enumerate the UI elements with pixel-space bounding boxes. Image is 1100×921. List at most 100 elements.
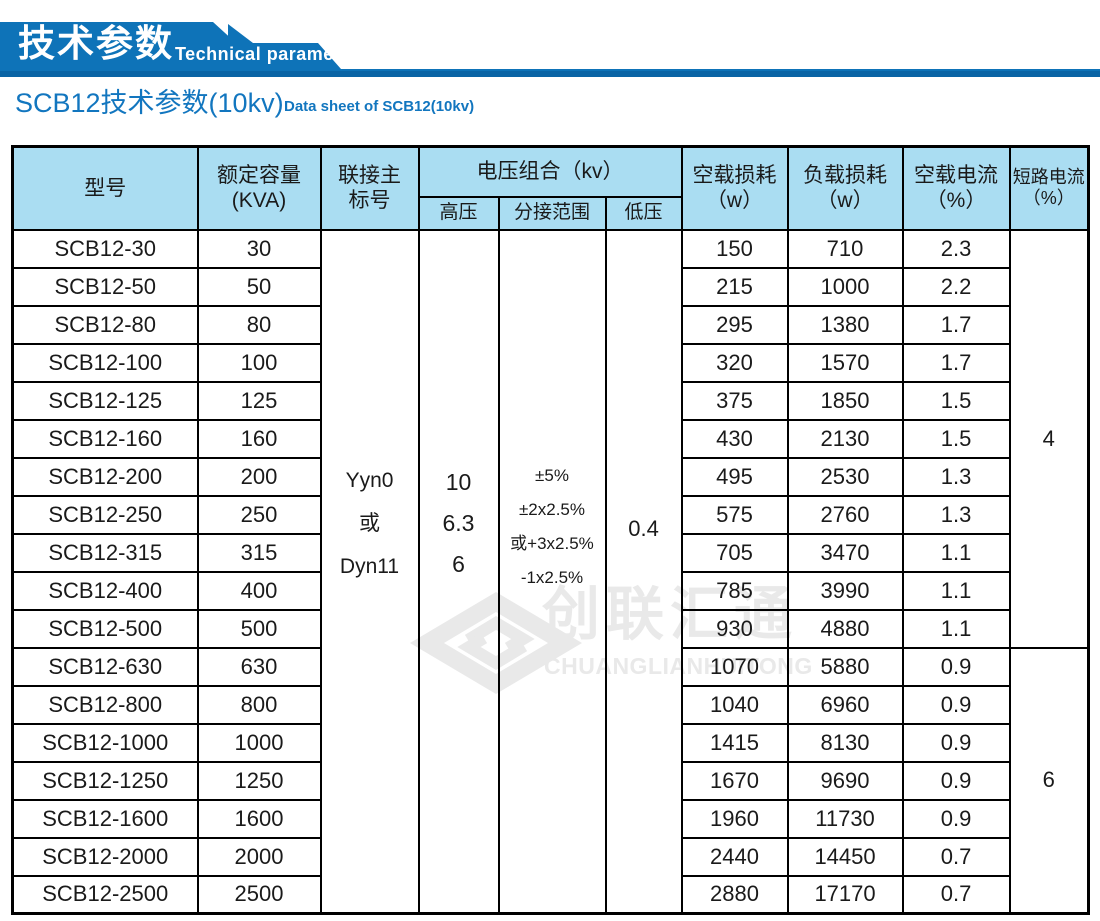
col-header-noload-current-label: 空载电流 — [914, 164, 999, 188]
cell-lv-merged: 0.4 — [604, 228, 683, 915]
cell-noload-loss: 1670 — [680, 760, 789, 801]
cell-noload-current: 1.5 — [901, 380, 1011, 421]
col-header-lv: 低压 — [604, 195, 683, 231]
cell-load-loss: 3990 — [786, 570, 904, 611]
cell-load-loss: 710 — [786, 228, 904, 269]
cell-lv-merged-line: 0.4 — [628, 516, 659, 542]
page-title: SCB12技术参数(10kv) — [15, 88, 284, 118]
table-row: SCB12-30 30 Yyn0 或 Dyn11 10 6.3 6 ±5% ±2x2.5% 或+3x… — [11, 228, 1090, 915]
cell-noload-current: 1.1 — [901, 570, 1011, 611]
cell-load-loss: 5880 — [786, 646, 904, 687]
cell-model: SCB12-30 — [11, 228, 199, 269]
col-header-model-label: 型号 — [84, 176, 127, 200]
cell-load-loss: 14450 — [786, 836, 904, 877]
cell-model: SCB12-500 — [11, 608, 199, 649]
cell-capacity: 1600 — [196, 798, 322, 839]
cell-capacity: 500 — [196, 608, 322, 649]
col-header-noload-current-unit: （%） — [925, 189, 987, 213]
cell-short-circuit-merged: 6 — [1008, 646, 1090, 915]
cell-capacity: 800 — [196, 684, 322, 725]
cell-capacity: 2000 — [196, 836, 322, 877]
table-row: SCB12-160 160 430 2130 1.5 — [11, 418, 1089, 459]
cell-model: SCB12-2500 — [11, 874, 199, 915]
cell-model: SCB12-1600 — [11, 798, 199, 839]
cell-noload-current: 1.1 — [901, 532, 1011, 573]
cell-capacity: 50 — [196, 266, 322, 307]
cell-noload-loss: 2880 — [680, 874, 789, 915]
col-header-noload-loss: 空载损耗 （w） — [680, 145, 789, 231]
table-row: SCB12-800 800 1040 6960 0.9 — [11, 684, 1089, 725]
cell-noload-current: 1.3 — [901, 494, 1011, 535]
col-header-noload-loss-unit: （w） — [705, 189, 764, 213]
cell-noload-loss: 150 — [680, 228, 789, 269]
col-header-hv-label: 高压 — [439, 201, 478, 223]
cell-load-loss: 4880 — [786, 608, 904, 649]
cell-noload-loss: 575 — [680, 494, 789, 535]
table-row: SCB12-1600 1600 1960 11730 0.9 — [11, 798, 1089, 839]
cell-noload-loss: 705 — [680, 532, 789, 573]
col-header-model: 型号 — [11, 145, 199, 231]
cell-capacity: 315 — [196, 532, 322, 573]
col-header-short-circuit-label: 短路电流 — [1012, 166, 1085, 187]
cell-noload-current: 1.7 — [901, 304, 1011, 345]
cell-model: SCB12-160 — [11, 418, 199, 459]
cell-load-loss: 2760 — [786, 494, 904, 535]
cell-noload-loss: 2440 — [680, 836, 789, 877]
cell-capacity: 1000 — [196, 722, 322, 763]
cell-noload-loss: 320 — [680, 342, 789, 383]
cell-model: SCB12-800 — [11, 684, 199, 725]
cell-load-loss: 3470 — [786, 532, 904, 573]
table-row: SCB12-2000 2000 2440 14450 0.7 — [11, 836, 1089, 877]
cell-noload-loss: 1070 — [680, 646, 789, 687]
col-header-capacity-unit: (KVA) — [231, 189, 287, 213]
cell-capacity: 30 — [196, 228, 322, 269]
cell-tap-range-merged-line: 或+3x2.5% — [510, 534, 594, 554]
cell-load-loss: 6960 — [786, 684, 904, 725]
table-row: SCB12-1250 1250 1670 9690 0.9 — [11, 760, 1089, 801]
cell-load-loss: 1380 — [786, 304, 904, 345]
cell-model: SCB12-630 — [11, 646, 199, 687]
col-header-load-loss-unit: （w） — [816, 189, 874, 213]
col-header-load-loss: 负载损耗 （w） — [786, 145, 904, 231]
table-row: SCB12-400 400 785 3990 1.1 — [11, 570, 1089, 611]
col-header-capacity-label: 额定容量 — [217, 164, 301, 188]
cell-load-loss: 1850 — [786, 380, 904, 421]
cell-noload-loss: 1415 — [680, 722, 789, 763]
col-header-voltage-group: 电压组合（kv） — [417, 145, 683, 198]
cell-noload-loss: 215 — [680, 266, 789, 307]
cell-load-loss: 2130 — [786, 418, 904, 459]
cell-connection-merged: Yyn0 或 Dyn11 — [319, 228, 420, 915]
table-row: SCB12-100 100 320 1570 1.7 — [11, 342, 1089, 383]
col-header-short-circuit-unit: （%） — [1022, 188, 1075, 209]
cell-capacity: 80 — [196, 304, 322, 345]
cell-load-loss: 1570 — [786, 342, 904, 383]
table-header: 型号 额定容量 (KVA) 联接主 标号 电压组合（kv） 空载损耗 （w） — [11, 145, 1090, 231]
cell-model: SCB12-50 — [11, 266, 199, 307]
table-row: SCB12-2500 2500 2880 17170 0.7 — [11, 874, 1089, 915]
cell-capacity: 100 — [196, 342, 322, 383]
cell-capacity: 1250 — [196, 760, 322, 801]
cell-capacity: 250 — [196, 494, 322, 535]
cell-load-loss: 17170 — [786, 874, 904, 915]
cell-tap-range-merged-line: -1x2.5% — [520, 568, 584, 588]
cell-noload-loss: 495 — [680, 456, 789, 497]
cell-model: SCB12-1250 — [11, 760, 199, 801]
table-row: SCB12-630 630 1070 5880 0.9 6 — [11, 646, 1090, 915]
col-header-load-loss-label: 负载损耗 — [803, 164, 888, 188]
cell-model: SCB12-250 — [11, 494, 199, 535]
cell-tap-range-merged-line: ±5% — [535, 466, 569, 486]
table-row: SCB12-1000 1000 1415 8130 0.9 — [11, 722, 1089, 763]
cell-load-loss: 8130 — [786, 722, 904, 763]
col-header-hv: 高压 — [417, 195, 500, 231]
cell-noload-loss: 375 — [680, 380, 789, 421]
col-header-capacity: 额定容量 (KVA) — [196, 145, 322, 231]
col-header-connection-label-1: 联接主 — [338, 164, 401, 188]
cell-connection-merged-line: 或 — [359, 511, 380, 535]
cell-load-loss: 2530 — [786, 456, 904, 497]
cell-capacity: 125 — [196, 380, 322, 421]
cell-tap-range-merged: ±5% ±2x2.5% 或+3x2.5% -1x2.5% — [497, 228, 607, 915]
cell-model: SCB12-100 — [11, 342, 199, 383]
banner-title-en: Technical parameter — [175, 44, 359, 64]
cell-noload-loss: 1040 — [680, 684, 789, 725]
cell-hv-merged-line: 10 — [445, 468, 472, 495]
